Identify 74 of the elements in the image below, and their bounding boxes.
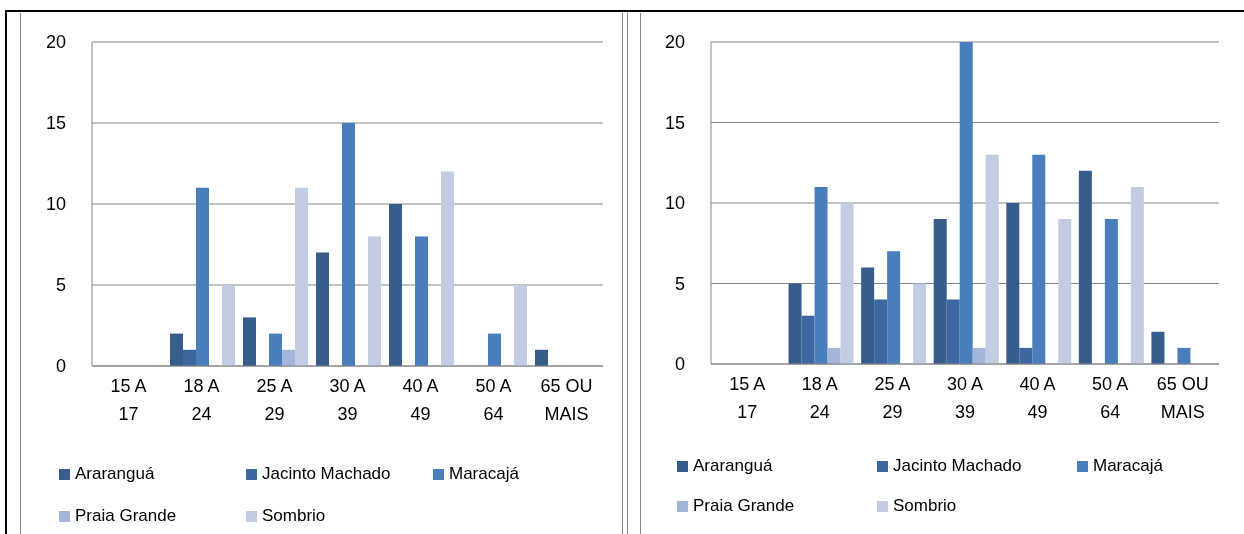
bar	[222, 285, 235, 366]
legend-label: Jacinto Machado	[893, 456, 1022, 476]
y-tick-label: 5	[55, 275, 66, 296]
bar	[827, 347, 841, 364]
bar	[170, 333, 183, 366]
bar	[282, 349, 295, 366]
bar	[861, 267, 875, 364]
bar	[389, 204, 402, 366]
bar	[295, 187, 308, 366]
bar	[488, 333, 501, 366]
bar	[1177, 347, 1191, 364]
bar	[1019, 347, 1033, 364]
bar	[1130, 186, 1144, 364]
legend-label: Sombrio	[262, 506, 326, 526]
legend-label: Praia Grande	[75, 506, 177, 526]
bar	[887, 251, 901, 364]
legend-label: Maracajá	[449, 464, 519, 484]
bar	[1151, 331, 1165, 364]
bar	[972, 347, 986, 364]
bar	[269, 333, 282, 366]
legend-label: Jacinto Machado	[262, 464, 391, 484]
x-tick-label: 40 A 49	[1019, 374, 1056, 422]
y-tick-label: 10	[664, 193, 685, 214]
x-tick-label: 18 A 24	[183, 376, 220, 424]
bar	[514, 285, 527, 366]
bar	[342, 123, 355, 366]
bar	[946, 299, 960, 364]
bar	[535, 349, 548, 366]
bar	[933, 219, 947, 364]
y-tick-label: 5	[674, 273, 685, 294]
bar	[801, 315, 815, 364]
y-tick-label: 20	[664, 32, 685, 53]
y-tick-label: 10	[45, 194, 66, 215]
bar	[441, 171, 454, 366]
y-tick-label: 15	[45, 113, 66, 134]
x-tick-label: 65 OU MAIS	[1156, 374, 1209, 422]
x-tick-label: 25 A 29	[256, 376, 293, 424]
bar	[959, 42, 973, 364]
x-tick-label: 40 A 49	[402, 376, 439, 424]
bar	[415, 236, 428, 366]
x-tick-label: 25 A 29	[874, 374, 911, 422]
x-tick-label: 65 OU MAIS	[540, 376, 593, 424]
x-tick-label: 30 A 39	[946, 374, 984, 422]
bar	[985, 154, 999, 364]
x-tick-label: 15 A 17	[729, 374, 766, 422]
bar	[316, 252, 329, 366]
x-tick-label: 50 A 64	[475, 376, 512, 424]
bar	[1006, 203, 1020, 364]
y-tick-label: 15	[664, 112, 685, 133]
bar	[1104, 219, 1118, 364]
legend-label: Maracajá	[1093, 456, 1163, 476]
bar	[840, 203, 854, 364]
legend-label: Praia Grande	[693, 496, 795, 516]
bar	[1058, 219, 1072, 364]
y-tick-label: 0	[674, 354, 685, 375]
bar	[913, 283, 927, 364]
legend-label: Sombrio	[893, 496, 957, 516]
legend-label: Araranguá	[693, 456, 773, 476]
bar	[788, 283, 802, 364]
bar	[368, 236, 381, 366]
x-tick-label: 30 A 39	[329, 376, 366, 424]
bar	[243, 317, 256, 366]
bar	[814, 186, 828, 364]
x-tick-label: 50 A 64	[1092, 374, 1129, 422]
bar	[1078, 170, 1092, 364]
x-tick-label: 18 A 24	[801, 374, 838, 422]
y-tick-label: 0	[55, 356, 66, 377]
x-tick-label: 15 A 17	[110, 376, 147, 424]
bar	[183, 349, 196, 366]
y-tick-label: 20	[45, 32, 66, 53]
bar	[196, 187, 209, 366]
bar	[1032, 154, 1046, 364]
bar	[874, 299, 888, 364]
legend-label: Araranguá	[75, 464, 155, 484]
